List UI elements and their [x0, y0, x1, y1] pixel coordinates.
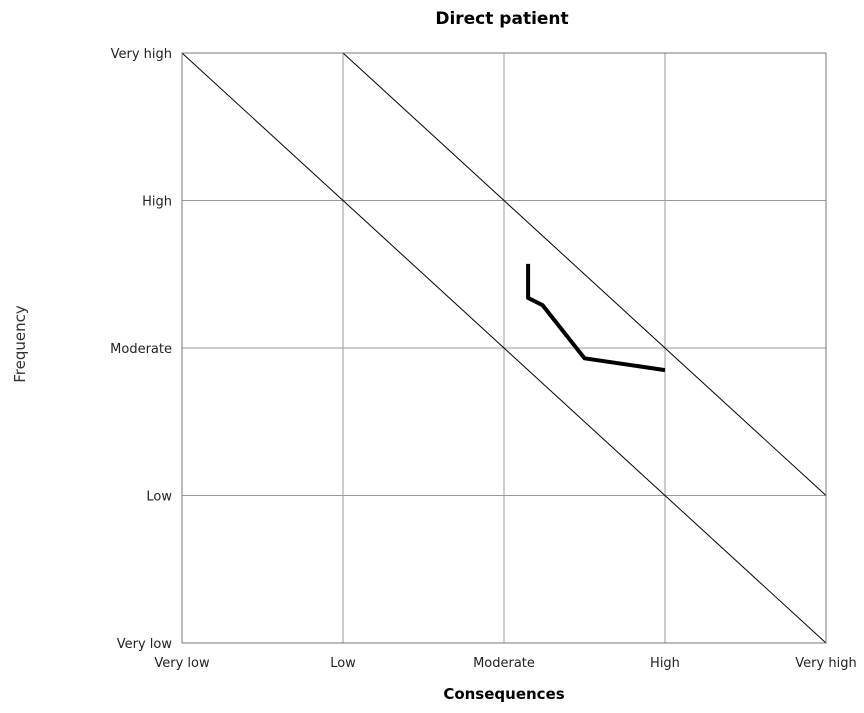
x-tick-label: Low: [330, 656, 356, 671]
y-tick-label: Very high: [111, 47, 172, 62]
series-group: [526, 263, 666, 373]
y-axis-ticks: Very low Low Moderate High Very high: [110, 47, 172, 652]
y-tick-label: High: [142, 195, 172, 210]
y-axis-title: Frequency: [11, 305, 29, 383]
chart-title: Direct patient: [435, 9, 568, 29]
series-line: [526, 263, 666, 373]
x-tick-label: High: [650, 656, 680, 671]
x-axis-title: Consequences: [443, 685, 564, 703]
reference-lines: [181, 52, 827, 644]
y-tick-label: Low: [146, 490, 172, 505]
x-axis-ticks: Very low Low Moderate High Very high: [154, 656, 856, 671]
x-tick-label: Moderate: [473, 656, 535, 671]
reference-line: [342, 52, 827, 496]
x-tick-label: Very low: [154, 656, 210, 671]
y-tick-label: Very low: [117, 637, 173, 652]
reference-line: [181, 52, 827, 644]
y-tick-label: Moderate: [110, 342, 172, 357]
x-tick-label: Very high: [795, 656, 856, 671]
plot-area-frame: [181, 52, 827, 644]
